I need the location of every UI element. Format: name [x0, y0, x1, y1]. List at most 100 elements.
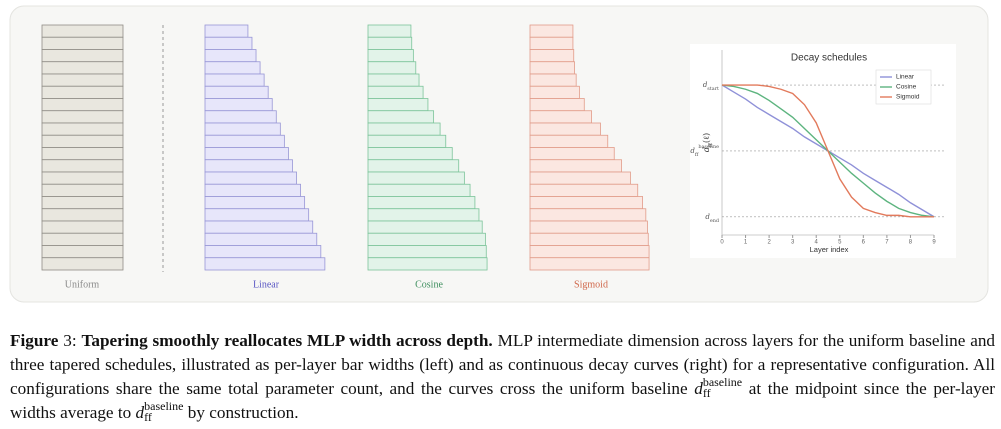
layer-bar: [367, 220, 483, 234]
x-tick-label: 9: [932, 240, 936, 246]
layer-bar: [529, 73, 577, 87]
layer-bar: [367, 36, 413, 50]
x-tick-label: 1: [744, 240, 748, 246]
layer-bar: [204, 196, 306, 210]
math-part: ff: [702, 386, 711, 400]
layer-bar: [367, 147, 453, 161]
layer-bar: [204, 208, 310, 222]
math-part: baseline ff: [144, 399, 184, 424]
x-axis-label: Layer index: [810, 245, 849, 254]
legend-label: Sigmoid: [896, 94, 920, 101]
math-part: baseline: [702, 375, 743, 389]
layer-bar: [41, 36, 124, 50]
layer-bar: [41, 49, 124, 63]
layer-bar: [41, 110, 124, 124]
y-axis-label: dff(ℓ): [702, 133, 714, 152]
layer-bar: [204, 110, 277, 124]
layer-bar: [41, 245, 124, 259]
x-tick-label: 5: [838, 240, 842, 246]
layer-bar: [367, 73, 420, 87]
layer-bar: [529, 122, 601, 136]
y-tick-label: dffbaseline: [690, 143, 719, 157]
layer-bar: [204, 85, 269, 99]
y-tick-label: dstart: [703, 81, 719, 92]
layer-bar: [204, 24, 249, 38]
layer-bar: [41, 147, 124, 161]
layer-bar: [367, 98, 429, 112]
label-part: d: [703, 81, 708, 89]
label-part: ff: [695, 151, 699, 157]
caption-text: MLP intermediate dimension across layers…: [10, 331, 996, 398]
layer-bar: [529, 110, 592, 124]
x-tick-label: 3: [791, 240, 795, 246]
layer-bar: [204, 232, 318, 246]
layer-bar: [529, 220, 648, 234]
layer-bar: [367, 110, 435, 124]
panel-label: Sigmoid: [574, 279, 608, 290]
caption-text: by construction.: [187, 403, 299, 422]
label-part: d: [690, 147, 695, 155]
layer-bar: [367, 49, 414, 63]
chart-title: Decay schedules: [791, 53, 867, 64]
layer-bar: [529, 183, 639, 197]
layer-bar: [367, 257, 488, 271]
x-tick-label: 8: [909, 240, 913, 246]
layer-bar: [204, 61, 261, 75]
math-part: ff: [144, 410, 152, 424]
x-tick-label: 7: [885, 240, 889, 246]
layer-bar: [204, 159, 293, 173]
label-part: baseline: [698, 143, 719, 149]
math-part: d: [694, 379, 703, 398]
layer-bar: [529, 98, 585, 112]
layer-bar: [367, 85, 424, 99]
caption-label: Figure: [10, 331, 59, 350]
layer-bar: [41, 85, 124, 99]
layer-bar: [41, 196, 124, 210]
layer-bar: [204, 36, 253, 50]
layer-bar: [367, 134, 447, 148]
y-tick-label: dend: [705, 213, 719, 224]
layer-bar: [204, 49, 257, 63]
layer-bar: [367, 122, 441, 136]
layer-bar: [41, 61, 124, 75]
math-part: baseline: [144, 399, 184, 413]
layer-bar: [41, 220, 124, 234]
layer-bar: [529, 171, 631, 185]
legend-label: Linear: [896, 74, 915, 81]
panel-label: Cosine: [415, 279, 443, 290]
layer-bar: [529, 196, 643, 210]
layer-bar: [367, 159, 460, 173]
label-part: start: [707, 86, 719, 92]
caption: Figure 3: Tapering smoothly reallocates …: [10, 329, 995, 425]
layer-bar: [529, 208, 647, 222]
layer-bar: [204, 257, 326, 271]
layer-bar: [529, 36, 574, 50]
layer-bar: [204, 122, 281, 136]
x-tick-label: 2: [767, 240, 771, 246]
math: dbaseline ff: [694, 375, 743, 400]
layer-bar: [529, 134, 609, 148]
caption-title: Tapering smoothly reallocates MLP width …: [81, 331, 493, 350]
label-part: end: [710, 217, 719, 223]
layer-bar: [367, 208, 480, 222]
layer-bar: [204, 171, 297, 185]
layer-bar: [204, 220, 314, 234]
layer-bar: [204, 98, 273, 112]
layer-bar: [204, 245, 322, 259]
layer-bar: [41, 159, 124, 173]
label-part: ff: [708, 142, 714, 147]
layer-bar: [41, 122, 124, 136]
layer-bar: [529, 232, 649, 246]
layer-bar: [529, 24, 574, 38]
layer-bar: [41, 257, 124, 271]
math-part: baseline ff: [702, 375, 743, 400]
panel-label: Uniform: [65, 279, 100, 290]
layer-bar: [204, 134, 285, 148]
math-part: d: [135, 403, 145, 422]
layer-bar: [529, 85, 580, 99]
layer-bar: [367, 61, 417, 75]
layer-bar: [41, 134, 124, 148]
series-line: [722, 84, 934, 218]
caption-text: at the midpoint since the per-layer widt…: [10, 379, 996, 422]
layer-bar: [41, 73, 124, 87]
